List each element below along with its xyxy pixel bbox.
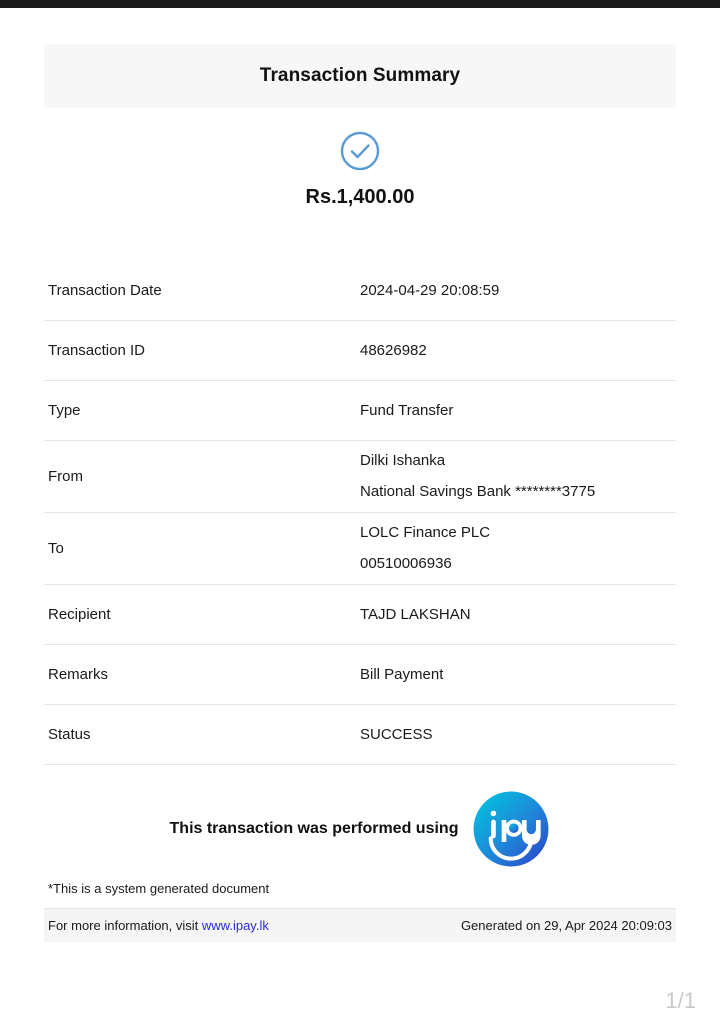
row-value: Dilki Ishanka National Savings Bank ****…	[360, 450, 676, 503]
document-header: Transaction Summary	[44, 44, 676, 108]
row-label: To	[48, 540, 64, 557]
generated-timestamp: Generated on 29, Apr 2024 20:09:03	[460, 918, 672, 933]
table-row: Status SUCCESS	[44, 705, 676, 765]
table-row: To LOLC Finance PLC 00510006936	[44, 513, 676, 585]
row-label: Transaction Date	[48, 282, 162, 299]
transaction-summary-document: Transaction Summary Rs.1,400.00 Transact…	[44, 44, 676, 942]
row-label: Recipient	[48, 606, 111, 623]
table-row: Recipient TAJD LAKSHAN	[44, 585, 676, 645]
row-value: Fund Transfer	[360, 400, 676, 422]
ipay-logo	[474, 791, 549, 867]
table-row: From Dilki Ishanka National Savings Bank…	[44, 441, 676, 513]
row-value-line1: Dilki Ishanka	[360, 452, 446, 470]
table-row: Remarks Bill Payment	[44, 645, 676, 705]
row-value-line1: 2024-04-29 20:08:59	[360, 281, 500, 299]
page-indicator: 1/1	[665, 988, 696, 1013]
success-summary: Rs.1,400.00	[44, 108, 676, 209]
transaction-amount: Rs.1,400.00	[305, 186, 415, 208]
row-value-line2: 00510006936	[360, 555, 452, 572]
row-value: 48626982	[360, 340, 676, 362]
row-label: From	[48, 468, 83, 485]
device-status-bar	[0, 0, 720, 8]
row-label: Status	[48, 726, 91, 743]
row-value-line1: Fund Transfer	[360, 401, 454, 419]
status-badge: SUCCESS	[360, 725, 433, 743]
ipay-website-link[interactable]: www.ipay.lk	[201, 918, 269, 933]
document-page: Transaction Summary Rs.1,400.00 Transact…	[0, 8, 720, 1020]
document-footer: For more information, visit www.ipay.lk …	[44, 908, 676, 942]
system-generated-note: *This is a system generated document	[48, 881, 270, 896]
row-value: 2024-04-29 20:08:59	[360, 280, 676, 302]
row-value-line1: TAJD LAKSHAN	[360, 605, 471, 623]
brand-text: This transaction was performed using	[169, 820, 459, 837]
footer-info-prefix: For more information, visit	[48, 918, 199, 933]
footer-info: For more information, visit www.ipay.lk	[48, 918, 269, 933]
row-value: Bill Payment	[360, 664, 676, 686]
row-value-line1: 48626982	[360, 341, 427, 359]
row-value-line1: LOLC Finance PLC	[360, 524, 491, 542]
row-label: Remarks	[48, 666, 109, 683]
row-value: LOLC Finance PLC 00510006936	[360, 522, 676, 575]
row-value-line2: National Savings Bank ********3775	[360, 483, 596, 500]
table-row: Transaction Date 2024-04-29 20:08:59	[44, 261, 676, 321]
row-label: Transaction ID	[48, 342, 145, 359]
transaction-details-table: Transaction Date 2024-04-29 20:08:59 Tra…	[44, 261, 676, 765]
row-label: Type	[48, 402, 81, 419]
check-circle-icon	[340, 131, 380, 171]
table-row: Transaction ID 48626982	[44, 321, 676, 381]
table-row: Type Fund Transfer	[44, 381, 676, 441]
page-title: Transaction Summary	[259, 65, 461, 86]
row-value-line1: Bill Payment	[360, 665, 444, 683]
row-value: TAJD LAKSHAN	[360, 604, 676, 626]
brand-strip: This transaction was performed using	[44, 787, 676, 871]
